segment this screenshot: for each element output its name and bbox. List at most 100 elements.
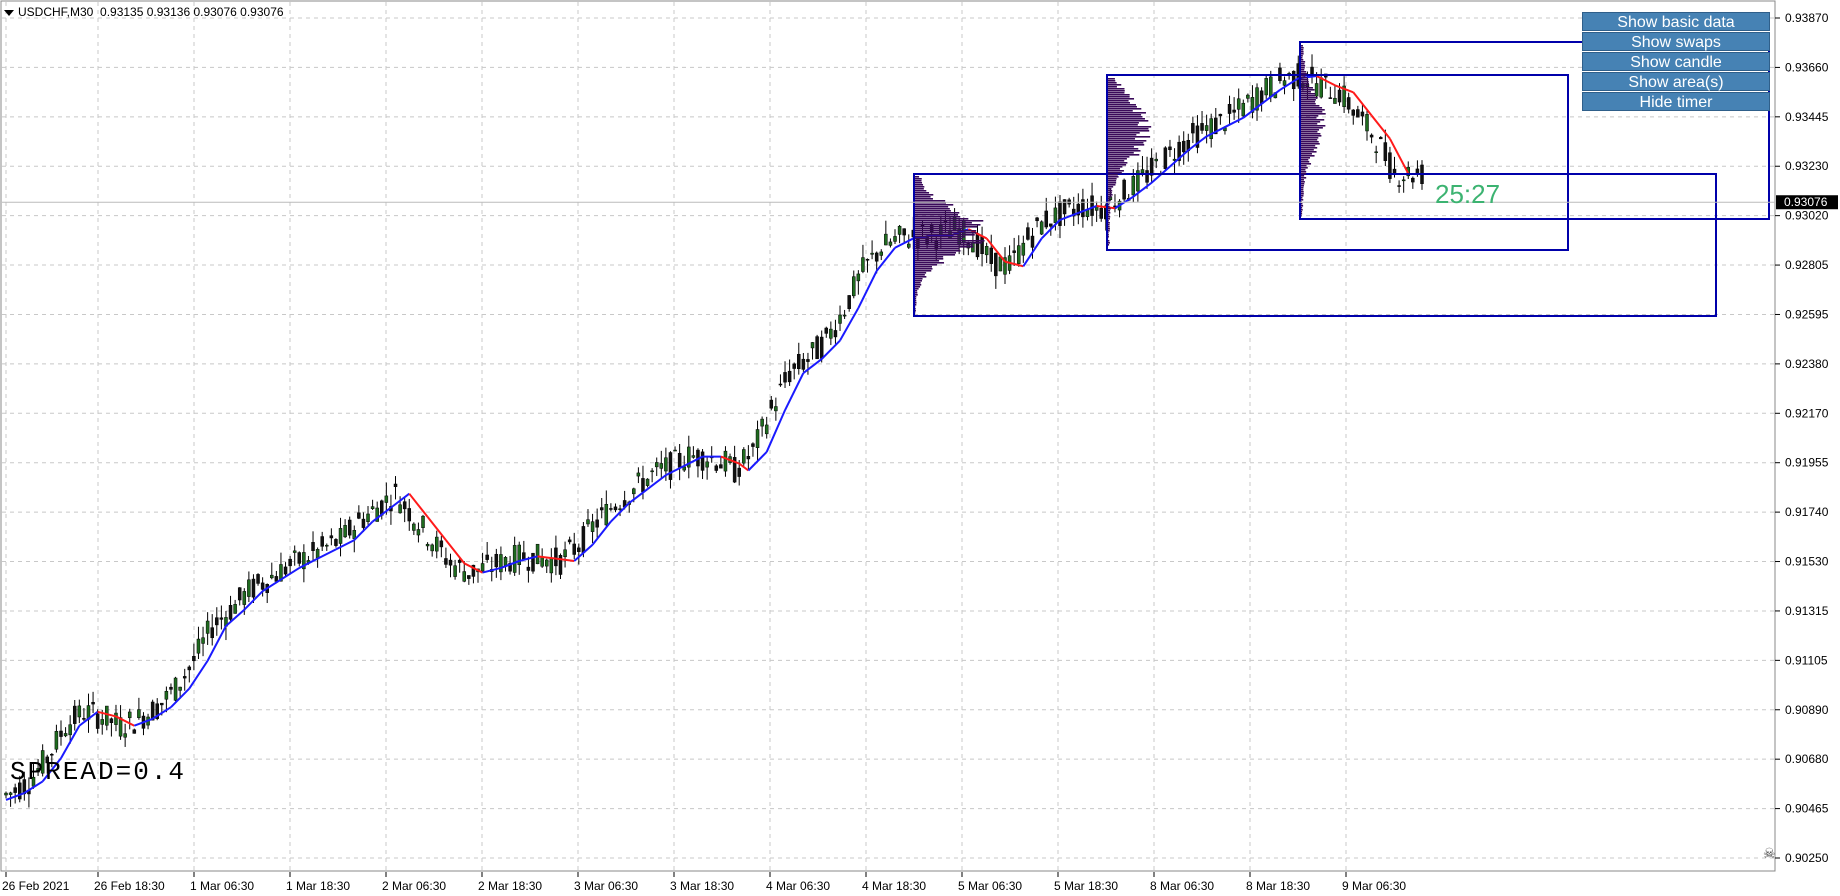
volume-bar [1301,121,1321,123]
volume-bar [1301,205,1304,207]
candle-body [1214,117,1218,135]
volume-bar [1301,147,1318,149]
moving-average-segment [738,462,749,472]
volume-bar [1301,207,1303,209]
volume-bar [1108,200,1111,202]
candle-body [494,553,499,568]
candle-body [40,750,45,774]
volume-bar [915,218,969,220]
candle-body [526,566,531,571]
moving-average-segment [1040,219,1061,240]
candle-body [45,756,49,764]
volume-bar [1108,112,1146,114]
x-tick-label: 4 Mar 06:30 [766,879,830,893]
volume-bar [915,298,917,300]
volume-bar [1108,242,1110,244]
candle-body [485,554,489,560]
candle-body [792,363,796,369]
volume-bar [1301,47,1304,49]
candle-body [435,536,439,552]
candle-body [1319,77,1323,98]
candle-body [1333,97,1337,104]
candle-body [150,701,155,721]
volume-bar [1301,73,1307,75]
y-tick-label: 0.93445 [1785,110,1829,124]
volume-bar [1108,202,1111,204]
volume-bar [1108,124,1138,126]
volume-bar [1108,196,1112,198]
candle-body [1415,168,1420,174]
volume-bar [1108,226,1110,228]
volume-bar [1108,224,1110,226]
volume-bar [1108,184,1116,186]
moving-average-segment [170,687,191,708]
candle-body [508,562,512,572]
candle-body [4,792,8,796]
moving-average-segment [371,506,392,523]
volume-bar [1108,144,1145,146]
candle-body [1012,250,1016,253]
moving-average-segment [206,625,227,662]
volume-bar [1301,153,1312,155]
candle-body [797,353,801,370]
candle-body [1049,223,1053,227]
volume-bar [1108,84,1122,86]
candle-body [1035,217,1039,222]
candle-body [1314,83,1319,97]
volume-bar [1108,116,1143,118]
spread-label: SPREAD=0.4 [10,757,187,787]
candle-body [563,549,567,558]
volume-bar [1301,145,1316,147]
volume-bar [1108,158,1127,160]
candle-body [192,656,196,662]
candle-body [1003,257,1007,275]
candle-body [893,236,897,242]
show-candle-button[interactable]: Show candle [1582,52,1770,71]
moving-average-segment [537,555,557,560]
dropdown-triangle-icon[interactable] [4,9,14,16]
volume-bar [1301,173,1307,175]
x-tick-label: 9 Mar 06:30 [1342,879,1406,893]
volume-bar [915,272,927,274]
volume-bar [1108,140,1147,142]
volume-bar [915,256,944,258]
moving-average-segment [610,502,630,523]
volume-bar [1301,81,1309,83]
volume-bar [1108,120,1149,122]
candle-body [1383,142,1388,161]
moving-average-segment [875,247,896,272]
show-areas-button[interactable]: Show area(s) [1582,72,1770,91]
candle-body [182,676,187,679]
volume-bar [915,240,985,242]
candle-body [169,686,173,690]
volume-bar [1301,107,1323,109]
volume-bar [1108,94,1130,96]
candle-body [1021,242,1026,256]
candle-body [471,564,476,577]
candle-body [783,372,787,383]
hide-timer-button[interactable]: Hide timer [1582,92,1770,111]
candle-body [595,519,599,528]
volume-bar [1301,155,1315,157]
candle-body [751,443,755,447]
y-tick-label: 0.91315 [1785,604,1829,618]
candle-body [549,557,554,574]
x-tick-label: 8 Mar 06:30 [1150,879,1214,893]
candle-body [966,243,971,249]
candle-body [352,530,357,539]
candle-body [100,719,104,725]
y-tick-label: 0.90465 [1785,802,1829,816]
candle-body [902,228,906,236]
volume-bar [1301,133,1321,135]
moving-average-segment [5,792,25,801]
x-tick-label: 26 Feb 18:30 [94,879,165,893]
moving-average-segment [1096,204,1116,210]
show-basic-data-button[interactable]: Show basic data [1582,12,1770,31]
volume-bar [1108,90,1125,92]
volume-bar [1108,82,1117,84]
candle-body [586,519,590,525]
volume-bar [1108,130,1150,132]
volume-bar [1108,138,1136,140]
show-swaps-button[interactable]: Show swaps [1582,32,1770,51]
